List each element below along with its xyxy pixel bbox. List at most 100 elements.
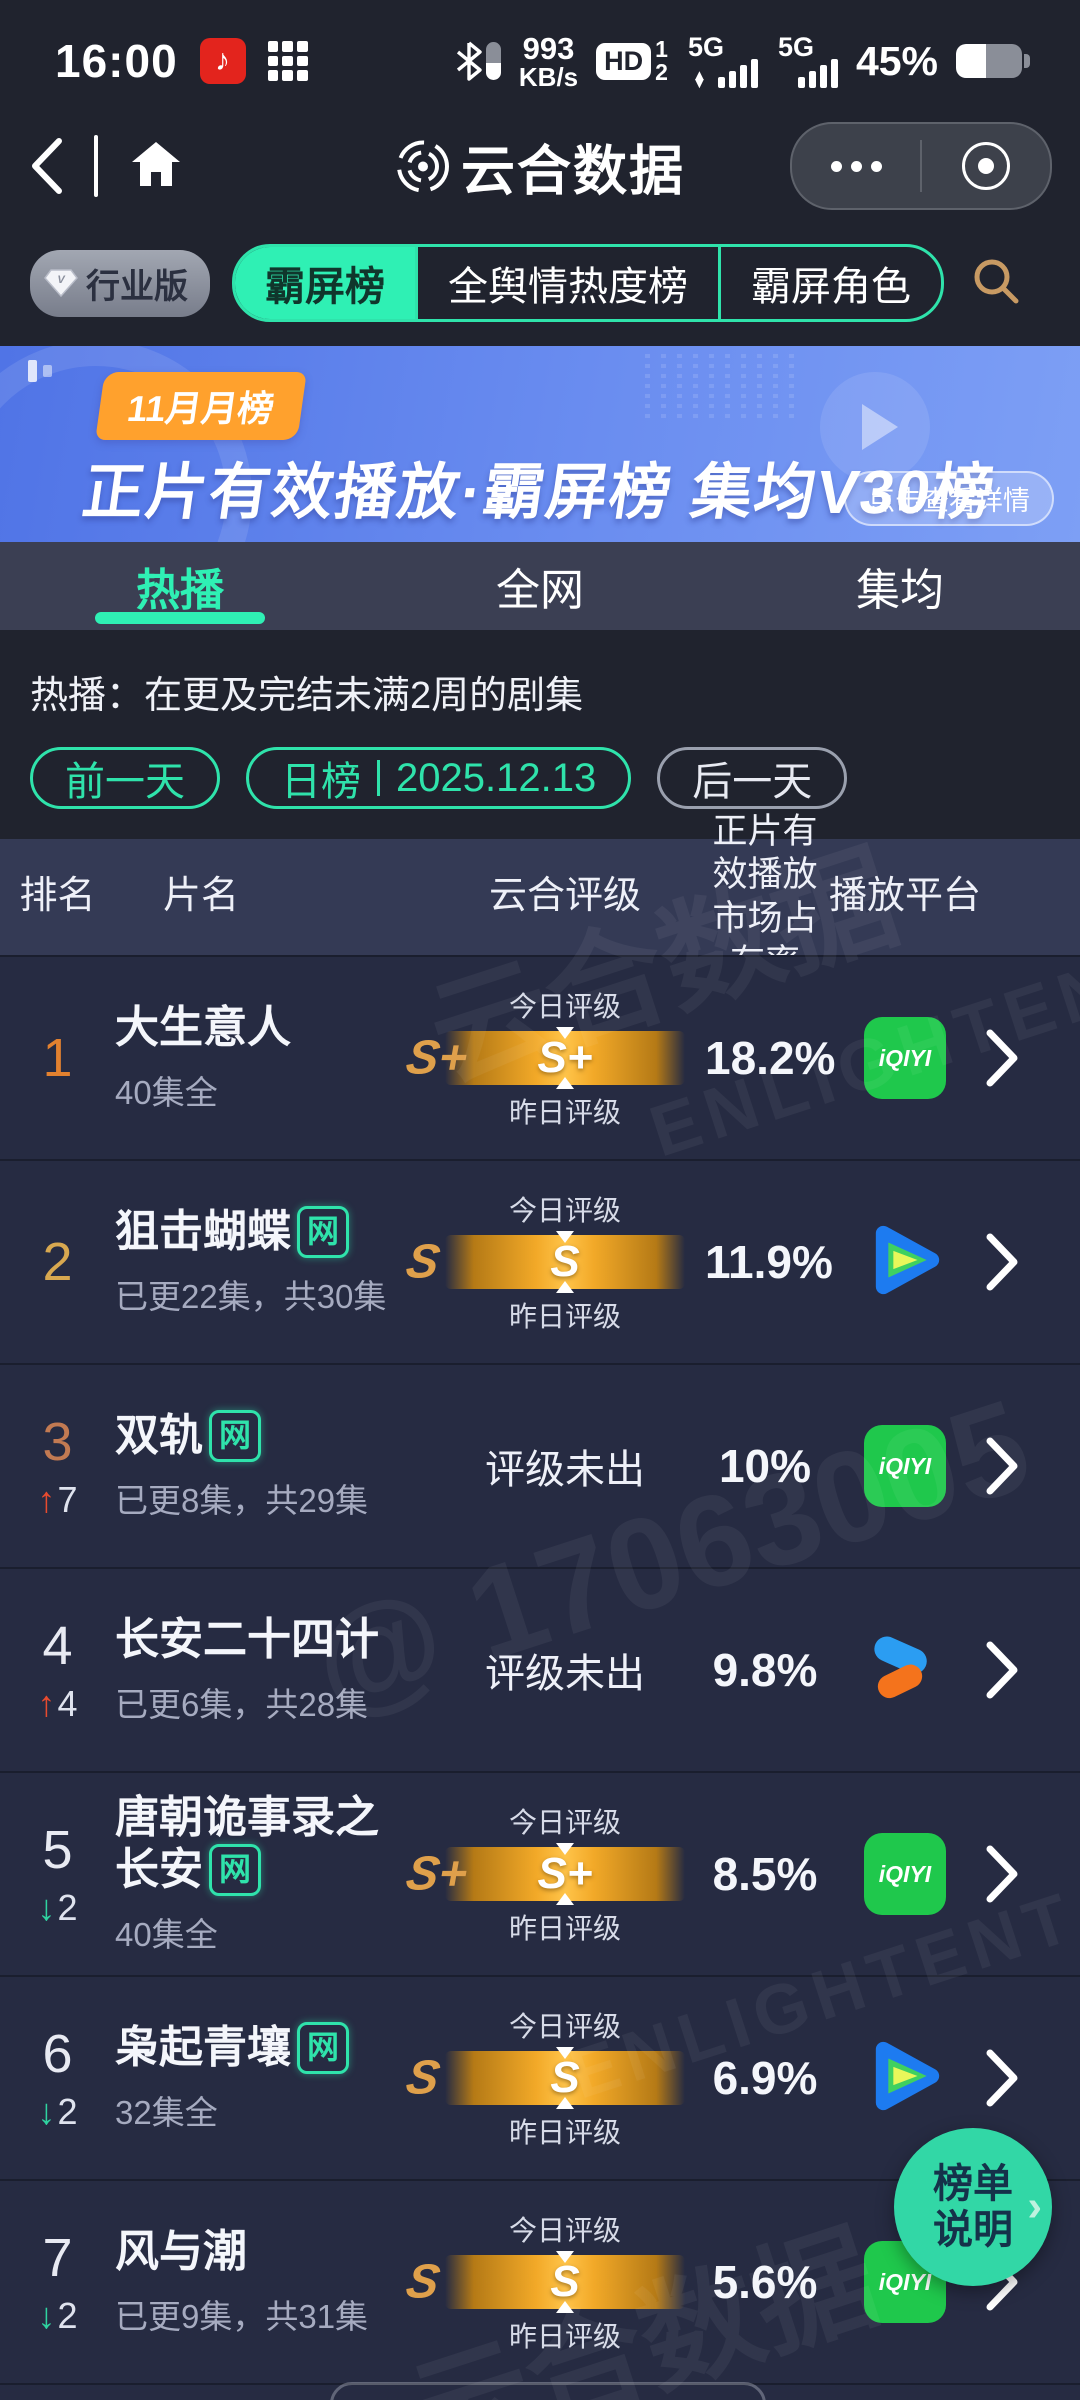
platform-cell: iQIYI: [825, 1425, 985, 1507]
next-day-button[interactable]: 后一天: [657, 747, 848, 809]
rank-cell: 1: [0, 1027, 115, 1089]
rank-change: ↑ 4: [37, 1683, 77, 1725]
web-only-badge: 网: [297, 2021, 349, 2074]
rank-change: ↓ 2: [37, 1887, 77, 1929]
episode-status: 已更9集，共31集: [115, 2297, 369, 2335]
tab-baping-roles[interactable]: 霸屏角色: [718, 247, 941, 319]
back-icon[interactable]: [30, 137, 64, 195]
web-only-badge: 网: [209, 1843, 261, 1896]
row-chevron[interactable]: [985, 1029, 1080, 1087]
market-share-value: 11.9%: [705, 1236, 833, 1288]
tab-hot-airing[interactable]: 热播: [136, 566, 224, 615]
web-only-badge: 网: [297, 1205, 349, 1258]
list-definition-note: 热播：在更及完结未满2周的剧集: [30, 675, 584, 717]
search-icon[interactable]: [970, 255, 1022, 312]
battery-icon: [956, 44, 1030, 78]
ranking-segment-control: 霸屏榜 全舆情热度榜 霸屏角色: [232, 244, 944, 322]
rating-bar: S+: [445, 1847, 685, 1901]
tab-per-episode[interactable]: 集均: [856, 566, 944, 615]
tab-all-network[interactable]: 全网: [496, 566, 584, 615]
series-title: 枭起青壤网: [115, 2021, 419, 2074]
table-row[interactable]: 1 大生意人 40集全 S+ 今日评级 S+ 昨日评级: [0, 955, 1080, 1159]
row-chevron[interactable]: [985, 1437, 1080, 1495]
header-rank: 排名: [19, 875, 96, 918]
rating-group: 今日评级 S+ 昨日评级: [445, 985, 685, 1131]
yesterday-rating-label: 昨日评级: [508, 2321, 621, 2352]
rank-change-arrow-icon: ↑: [37, 1479, 56, 1520]
today-rating-label: 今日评级: [508, 2011, 621, 2042]
diamond-icon: V: [44, 269, 78, 298]
rating-bar: S+: [445, 1031, 685, 1085]
rank-change-arrow-icon: ↓: [37, 2091, 56, 2132]
close-minimize-button[interactable]: [922, 124, 1050, 208]
tab-baping-list[interactable]: 霸屏榜: [235, 247, 415, 319]
rating-letter: S+: [402, 1847, 472, 1901]
title-cell: 大生意人 40集全: [115, 1002, 425, 1114]
today-rating-label: 今日评级: [508, 991, 621, 1022]
row-chevron[interactable]: [985, 1641, 1080, 1699]
caret-up-icon: [556, 1281, 574, 1293]
market-share-value: 18.2%: [705, 1032, 836, 1084]
market-share-value: 9.8%: [712, 1644, 818, 1696]
rank-number: 2: [42, 1232, 73, 1292]
top-tab-row: V 行业版 霸屏榜 全舆情热度榜 霸屏角色: [0, 220, 1080, 346]
series-title: 狙击蝴蝶网: [115, 1205, 419, 1258]
table-row[interactable]: 2 狙击蝴蝶网 已更22集，共30集 S 今日评级 S 昨日评级: [0, 1159, 1080, 1363]
platform-cell: [825, 2036, 985, 2121]
series-title: 双轨网: [115, 1409, 419, 1462]
prev-day-button[interactable]: 前一天: [30, 747, 220, 809]
caret-up-icon: [556, 1893, 574, 1905]
rank-change-value: 2: [57, 1887, 78, 1928]
bottom-pill-outline: [330, 2382, 766, 2400]
svg-text:V: V: [57, 274, 66, 286]
row-chevron[interactable]: [985, 2049, 1080, 2107]
edition-badge[interactable]: V 行业版: [30, 249, 210, 317]
signal-sim1-icon: 5G ▲ ▼: [686, 32, 758, 91]
rating-bar: S: [445, 1235, 685, 1289]
table-row[interactable]: 5 ↓ 2 唐朝诡事录之长安网 40集全 S+ 今日评级 S+ 昨日评级: [0, 1771, 1080, 1975]
table-row[interactable]: 4 ↑ 4 长安二十四计 已更6集，共28集 评级未出: [0, 1567, 1080, 1771]
series-title: 风与潮: [115, 2227, 247, 2277]
iqiyi-icon: iQIYI: [864, 1017, 946, 1099]
header-platform: 播放平台: [828, 875, 981, 918]
episode-status: 已更22集，共30集: [115, 1278, 387, 1316]
yesterday-rating-label: 昨日评级: [508, 1097, 621, 1128]
rank-change-value: 2: [57, 2091, 78, 2132]
home-icon[interactable]: [128, 136, 184, 197]
table-row[interactable]: 6 ↓ 2 枭起青壤网 32集全 S 今日评级 S 昨日评级: [0, 1975, 1080, 2179]
bluetooth-device-battery-icon: [485, 42, 501, 80]
row-chevron[interactable]: [985, 1845, 1080, 1903]
market-share-value: 8.5%: [712, 1848, 818, 1900]
page-title: 云合数据: [395, 127, 685, 206]
episode-status: 32集全: [115, 2094, 218, 2132]
table-row[interactable]: 8 ↓ 2 即刻上场 24集全 A+ 今日评级 A+ 昨日评级: [0, 2383, 1080, 2400]
tab-sentiment-heat-list[interactable]: 全舆情热度榜: [415, 247, 718, 319]
caret-up-icon: [556, 1077, 574, 1089]
caret-down-icon: [556, 2047, 574, 2059]
table-row[interactable]: 7 ↓ 2 风与潮 已更9集，共31集 S 今日评级 S 昨日评级: [0, 2179, 1080, 2383]
platform-cell: [825, 1220, 985, 1305]
table-row[interactable]: 3 ↑ 7 双轨网 已更8集，共29集 评级未出: [0, 1363, 1080, 1567]
series-title: 大生意人: [115, 1003, 291, 1053]
active-tab-underline: [95, 612, 265, 624]
series-title: 唐朝诡事录之长安网: [115, 1793, 379, 1896]
row-chevron[interactable]: [985, 1233, 1080, 1291]
rating-group: 今日评级 S 昨日评级: [445, 2209, 685, 2355]
tencent-video-icon: [865, 2036, 945, 2121]
rank-change-value: 4: [57, 1683, 78, 1724]
more-button[interactable]: [792, 124, 920, 208]
date-picker-button[interactable]: 日榜 2025.12.13: [246, 747, 632, 809]
banner-dots-decoration: [645, 354, 795, 424]
promo-banner[interactable]: 11月月榜 正片有效播放·霸屏榜 集均V30榜 点击查看详情: [0, 346, 1080, 542]
ranking-explain-button[interactable]: 榜单 说明 ›: [894, 2128, 1052, 2286]
network-speed-indicator: 993 KB/s: [518, 30, 579, 92]
today-rating-label: 今日评级: [508, 1195, 621, 1226]
banner-detail-link[interactable]: 点击查看详情: [844, 471, 1054, 526]
caret-up-icon: [556, 2097, 574, 2109]
rank-change: ↑ 7: [37, 1479, 77, 1521]
rank-change-arrow-icon: ↑: [37, 1683, 56, 1724]
rating-group: 今日评级 S+ 昨日评级: [445, 1801, 685, 1947]
rank-number: 6: [42, 2024, 73, 2084]
table-header: 排名 片名 云合评级 正片有效播放市场占有率 播放平台: [0, 812, 1080, 982]
rank-number: 4: [42, 1616, 73, 1676]
